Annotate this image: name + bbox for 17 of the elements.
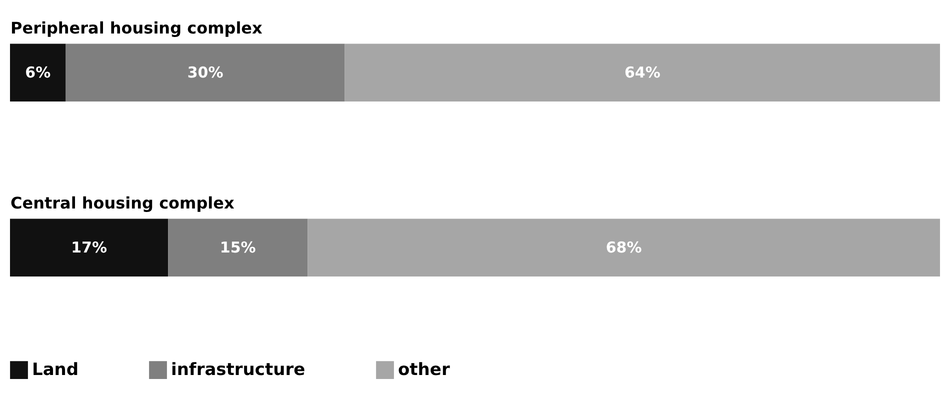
bar: [308, 218, 940, 276]
bar: [66, 44, 345, 102]
data-label: 15%: [220, 238, 256, 257]
bar: [10, 218, 168, 276]
data-label: 6%: [25, 64, 51, 82]
legend-label: infrastructure: [171, 360, 306, 380]
y-tick-label: Central housing complex: [10, 194, 236, 213]
legend-label: Land: [32, 360, 79, 380]
bar: [10, 44, 66, 102]
data-label: 17%: [71, 238, 108, 257]
bar: [168, 218, 308, 276]
data-label: 64%: [624, 64, 660, 82]
data-label: 68%: [606, 238, 642, 257]
bar: [344, 44, 940, 102]
data-label: 30%: [187, 64, 224, 82]
legend-label: other: [398, 360, 450, 380]
y-tick-label: Peripheral housing complex: [10, 18, 264, 38]
